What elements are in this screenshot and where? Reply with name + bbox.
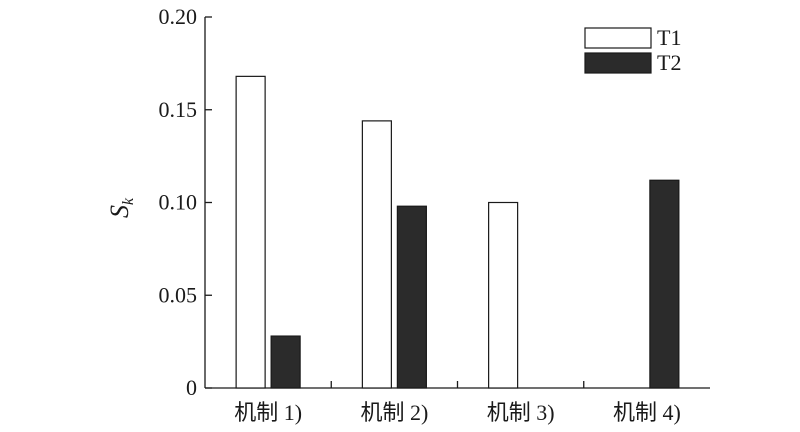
legend-swatch-t1 bbox=[584, 27, 652, 49]
bar-t1-1 bbox=[235, 75, 266, 389]
bar-t2-4 bbox=[649, 179, 680, 389]
y-tick-label-1: 0.05 bbox=[159, 282, 198, 307]
y-axis-label-sub: k bbox=[120, 197, 137, 205]
y-tick-label-2: 0.10 bbox=[159, 190, 198, 215]
x-tick-label-3: 机制 4) bbox=[613, 400, 681, 425]
bars-group bbox=[235, 75, 680, 389]
y-tick-label-0: 0 bbox=[186, 375, 197, 400]
bar-t1-3 bbox=[488, 201, 519, 389]
bar-t1-2 bbox=[361, 120, 392, 389]
x-tick-label-1: 机制 2) bbox=[360, 400, 428, 425]
axes: 0 0.05 0.10 0.15 0.20 机制 1) 机制 2) 机制 3) 机制 4) bbox=[159, 4, 710, 425]
legend-label-t2: T2 bbox=[657, 50, 681, 75]
legend: T1 T2 bbox=[584, 25, 681, 75]
bar-t2-1 bbox=[270, 335, 301, 389]
legend-swatch-t2 bbox=[584, 52, 652, 74]
y-tick-label-3: 0.15 bbox=[159, 97, 198, 122]
x-tick-label-0: 机制 1) bbox=[234, 400, 302, 425]
x-tick-label-2: 机制 3) bbox=[487, 400, 555, 425]
y-axis-label-main: S bbox=[105, 205, 134, 218]
legend-label-t1: T1 bbox=[657, 25, 681, 50]
y-tick-label-4: 0.20 bbox=[159, 4, 198, 29]
y-axis-label: Sk bbox=[105, 197, 137, 218]
bar-t2-2 bbox=[396, 205, 427, 389]
